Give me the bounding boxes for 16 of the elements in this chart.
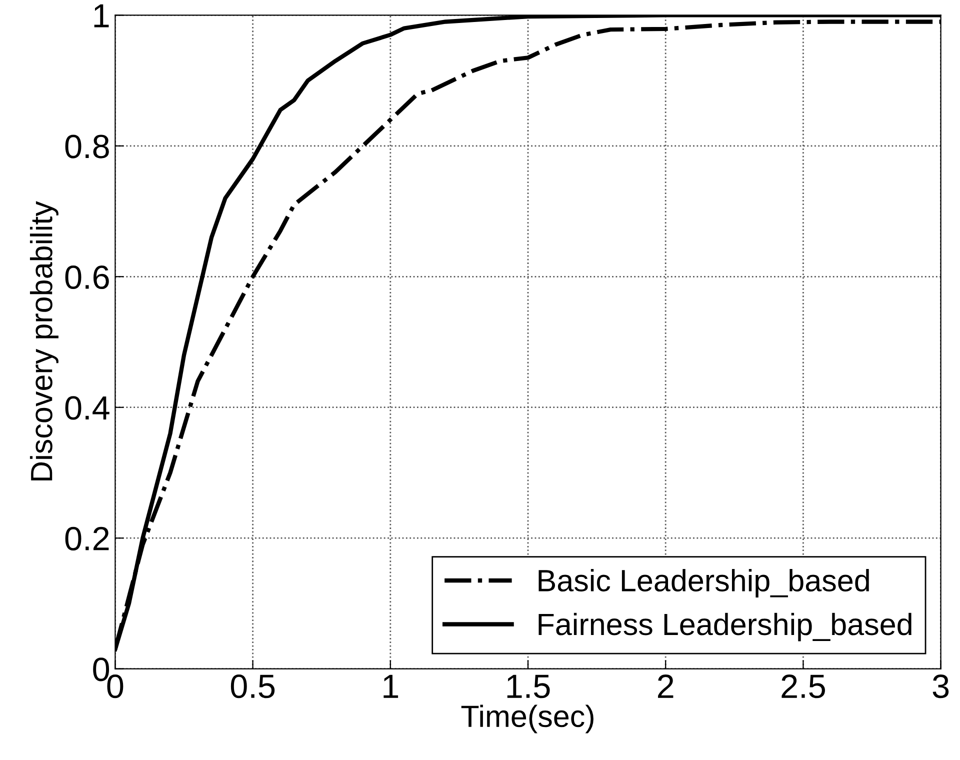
x-tick-label: 2.5 (782, 674, 825, 698)
y-tick-label: 0.6 (65, 265, 109, 290)
y-tick-label: 0.2 (65, 526, 109, 550)
legend-label: Fairness Leadership_based (538, 612, 912, 642)
y-tick-label: 0.4 (65, 396, 110, 420)
y-tick-label: 1 (94, 4, 109, 28)
x-tick-label: 3 (932, 674, 949, 698)
y-tick-label: 0.8 (65, 134, 109, 158)
legend-label: Basic Leadership_based (538, 569, 869, 598)
x-axis-title: Time(sec) (461, 704, 594, 734)
x-tick-label: 2 (658, 674, 674, 698)
x-tick-label: 0.5 (230, 674, 275, 698)
y-tick-label: 0 (93, 658, 110, 682)
y-axis-title: Discovery probability (30, 201, 58, 480)
x-tick-label: 1.5 (507, 674, 550, 698)
x-tick-label: 1 (384, 674, 398, 698)
